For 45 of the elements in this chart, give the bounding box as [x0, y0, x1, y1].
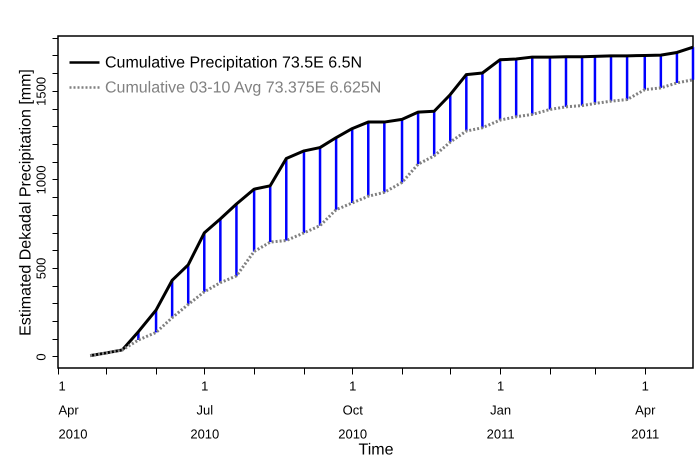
bar: [400, 119, 404, 182]
bar: [235, 204, 238, 276]
bar: [203, 232, 206, 292]
bar: [580, 56, 584, 106]
x-tick-label: 1 Jan 2011: [486, 378, 515, 442]
bar: [219, 218, 222, 283]
bar: [432, 111, 436, 156]
y-tick-label: 500: [34, 258, 48, 280]
legend-label: Cumulative 03-10 Avg 73.375E 6.625N: [105, 80, 382, 96]
bar: [514, 59, 518, 117]
y-tick-label: 1000: [34, 165, 48, 194]
bar: [367, 122, 370, 196]
bar: [660, 55, 662, 88]
bar: [334, 138, 338, 210]
bar: [481, 73, 484, 128]
bar: [564, 56, 568, 107]
bar: [186, 264, 190, 304]
x-tick-label: 1 Jul 2010: [190, 378, 220, 442]
bar: [530, 57, 534, 114]
bar: [383, 122, 386, 192]
legend-label: Cumulative Precipitation 73.5E 6.5N: [105, 54, 362, 72]
y-tick-label: 1500: [34, 76, 48, 106]
y-axis-title: Estimated Dekadal Precipitation [mm]: [18, 69, 34, 336]
bar: [268, 186, 272, 242]
bar: [610, 56, 612, 102]
bar: [644, 55, 646, 90]
bar: [350, 128, 354, 203]
bar: [626, 56, 628, 100]
x-tick-label: 1 Apr 2011: [631, 378, 660, 442]
x-tick-label: 1 Oct 2010: [338, 378, 368, 442]
bar: [594, 56, 596, 104]
bar: [416, 112, 420, 164]
x-axis-title: Time: [358, 442, 394, 458]
bar: [285, 158, 288, 241]
bar: [302, 150, 306, 233]
bar: [692, 47, 694, 80]
x-tick-label: 1 Apr 2010: [58, 378, 88, 442]
y-tick-label: 0: [34, 353, 48, 361]
bar: [676, 52, 678, 83]
bar: [498, 60, 502, 120]
bar: [548, 57, 552, 110]
bar: [318, 148, 322, 226]
bar: [252, 189, 256, 252]
bar: [449, 94, 452, 142]
bar: [465, 74, 468, 132]
